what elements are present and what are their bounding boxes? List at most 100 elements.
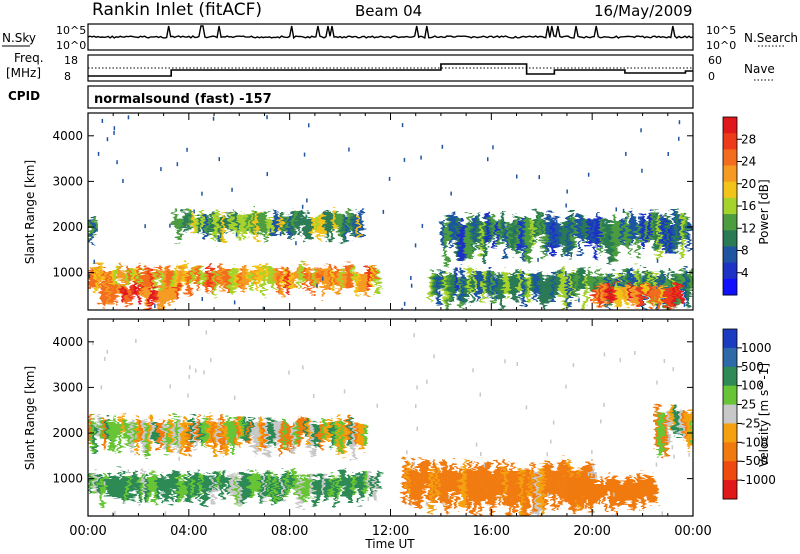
speckle <box>438 290 441 295</box>
data-cell <box>370 474 374 498</box>
data-cell <box>659 214 664 248</box>
data-cell <box>289 269 293 291</box>
speckle <box>516 362 518 366</box>
data-cell <box>482 271 486 304</box>
data-cell <box>563 220 568 254</box>
data-cell <box>680 270 684 289</box>
speckle <box>441 144 444 149</box>
nave-tick-top: 60 <box>708 54 722 67</box>
data-cell <box>283 417 287 447</box>
data-cell <box>230 213 234 233</box>
data-cell <box>248 211 252 237</box>
speckle <box>343 389 346 394</box>
data-cell <box>437 274 441 307</box>
data-cell <box>667 288 671 310</box>
speckle <box>205 330 208 335</box>
data-band <box>567 473 658 515</box>
speckle <box>603 402 605 407</box>
data-cell <box>127 475 131 501</box>
data-cell <box>686 274 690 308</box>
speckle <box>425 501 428 506</box>
data-cell <box>91 471 95 492</box>
data-cell <box>232 267 236 292</box>
data-cell <box>259 264 263 283</box>
data-cell <box>151 469 155 493</box>
data-cell <box>476 271 480 300</box>
speckle <box>235 232 238 237</box>
data-cell <box>94 267 98 294</box>
data-cell <box>674 211 679 251</box>
data-cell <box>458 218 463 263</box>
data-cell <box>529 469 533 497</box>
data-cell <box>250 270 254 293</box>
data-cell <box>469 461 473 500</box>
colorbar-tick-label: -500 <box>741 454 768 468</box>
data-cell <box>511 462 515 507</box>
data-cell <box>193 264 197 280</box>
data-cell <box>218 217 222 242</box>
data-cell <box>685 414 689 444</box>
data-cell <box>346 417 350 439</box>
speckle <box>266 115 268 120</box>
data-cell <box>115 285 119 298</box>
data-cell <box>103 288 107 308</box>
data-cell <box>596 268 600 299</box>
speckle <box>262 306 265 310</box>
speckle <box>367 497 370 501</box>
data-cell <box>658 411 662 456</box>
speckle <box>516 174 518 179</box>
speckle <box>212 488 214 493</box>
data-cell <box>280 421 284 458</box>
data-cell <box>151 420 155 442</box>
speckle <box>217 235 220 240</box>
speckle <box>225 439 227 444</box>
data-cell <box>106 284 110 304</box>
data-cell <box>352 265 356 282</box>
data-cell <box>169 417 173 453</box>
data-cell <box>256 265 260 291</box>
speckle <box>420 155 422 160</box>
colorbar-tick-label: 28 <box>741 132 756 146</box>
speckle <box>101 118 104 123</box>
data-cell <box>506 272 510 299</box>
data-cell <box>88 219 92 243</box>
data-cell <box>220 266 224 292</box>
data-cell <box>643 283 647 297</box>
freq-unit: [MHz] <box>6 66 41 80</box>
speckle <box>97 151 100 156</box>
speckle <box>572 363 575 368</box>
data-cell <box>286 470 290 497</box>
speckle <box>279 232 282 237</box>
speckle <box>591 449 593 454</box>
data-cell <box>652 286 656 299</box>
speckle <box>401 123 404 128</box>
speckle <box>127 115 130 120</box>
data-cell <box>434 272 438 297</box>
data-cell <box>190 267 194 284</box>
data-cell <box>316 477 320 501</box>
data-cell <box>139 419 143 443</box>
data-cell <box>578 213 583 256</box>
data-cell <box>488 216 493 245</box>
speckle <box>625 151 627 156</box>
data-cell <box>350 211 354 237</box>
data-cell <box>517 470 521 504</box>
data-cell <box>163 266 167 293</box>
data-cell <box>505 458 509 508</box>
speckle <box>547 492 549 497</box>
speckle <box>135 339 137 343</box>
data-cell <box>613 283 617 303</box>
speckle <box>174 308 177 310</box>
speckle <box>641 168 643 173</box>
data-cell <box>446 271 450 308</box>
data-cell <box>645 473 649 495</box>
data-cell <box>127 264 131 282</box>
data-cell <box>626 270 630 298</box>
colorbar-swatch <box>723 181 737 199</box>
speckle <box>596 213 598 218</box>
speckle <box>448 495 450 499</box>
speckle <box>656 258 659 263</box>
data-cell <box>124 474 128 505</box>
nsky-panel: N.Sky 10^5 10^0 10^5 10^0 N.Search <box>2 23 798 52</box>
data-cell <box>470 274 474 303</box>
